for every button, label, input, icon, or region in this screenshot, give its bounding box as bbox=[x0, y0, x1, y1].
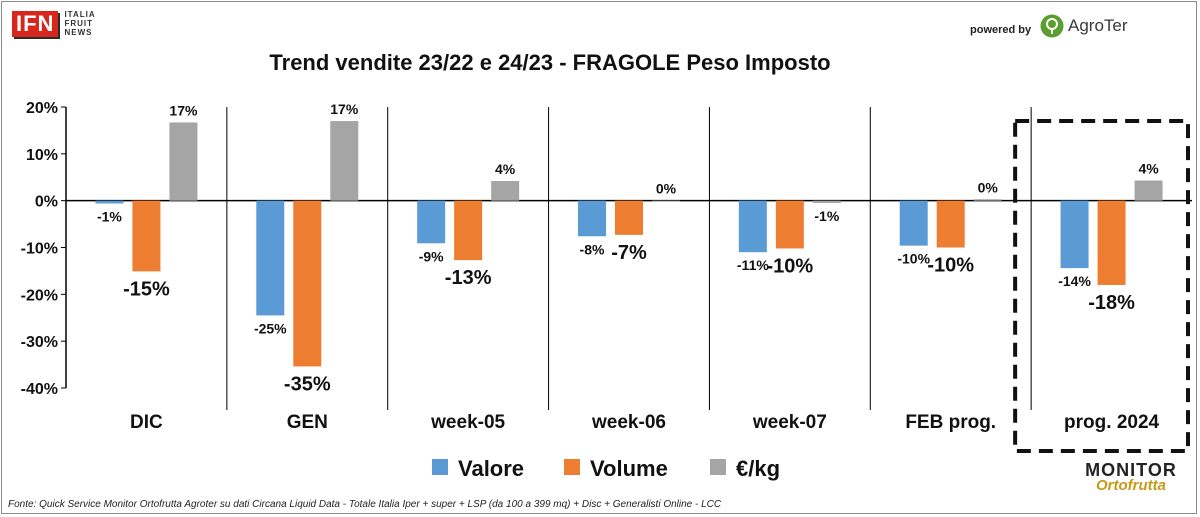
data-label: -10% bbox=[767, 255, 814, 277]
chart-title: Trend vendite 23/22 e 24/23 - FRAGOLE Pe… bbox=[269, 50, 830, 75]
monitor-logo-bottom: Ortofrutta bbox=[1096, 477, 1166, 494]
bar-volume-6 bbox=[1097, 200, 1126, 285]
bar-volume-2 bbox=[454, 200, 483, 261]
data-label: -10% bbox=[897, 251, 930, 267]
legend-label: Volume bbox=[590, 456, 668, 481]
data-label: 0% bbox=[978, 179, 999, 195]
ifn-logo-text: ITALIA FRUIT NEWS bbox=[64, 10, 95, 37]
bar-valore-6 bbox=[1060, 200, 1089, 269]
plot-area: 20% 10% 0% -10% -20% -30% -40% -1% -15% 17% DIC -25… bbox=[21, 100, 1192, 453]
ifn-logo-mark: IFN bbox=[12, 10, 59, 37]
bar-kg-6 bbox=[1134, 180, 1163, 201]
data-label: 17% bbox=[330, 101, 359, 117]
bar-valore-4 bbox=[738, 200, 767, 253]
category-label: prog. 2024 bbox=[1064, 412, 1159, 433]
data-label: 4% bbox=[1138, 161, 1159, 177]
agroter-name: AgroTer bbox=[1068, 16, 1128, 35]
bar-valore-2 bbox=[417, 200, 446, 244]
ifn-logo: IFN ITALIA FRUIT NEWS bbox=[12, 10, 96, 37]
bar-valore-1 bbox=[256, 200, 285, 316]
y-tick-label: 20% bbox=[26, 100, 58, 117]
category-label: week-05 bbox=[430, 412, 505, 433]
category-label: DIC bbox=[130, 412, 163, 433]
powered-by-label: powered by bbox=[970, 24, 1032, 36]
bar-valore-5 bbox=[899, 200, 928, 246]
legend-swatch bbox=[710, 459, 726, 475]
ifn-logo-line: FRUIT bbox=[64, 19, 94, 28]
category-label: week-07 bbox=[752, 412, 827, 433]
data-label: -13% bbox=[445, 267, 492, 289]
category-label: FEB prog. bbox=[905, 412, 996, 433]
data-label: -15% bbox=[123, 278, 170, 300]
bar-volume-3 bbox=[615, 200, 643, 235]
y-tick-label: -20% bbox=[21, 287, 58, 304]
agroter-logo: AgroTer bbox=[1040, 14, 1128, 38]
y-tick-label: -40% bbox=[21, 381, 58, 398]
category-label: week-06 bbox=[591, 412, 666, 433]
bar-kg-3 bbox=[652, 200, 680, 202]
ifn-logo-line: ITALIA bbox=[64, 10, 96, 19]
legend-swatch bbox=[564, 459, 580, 475]
legend-label: €/kg bbox=[736, 456, 780, 481]
data-label: -18% bbox=[1088, 292, 1135, 314]
monitor-logo-top: MONITOR bbox=[1085, 460, 1177, 480]
y-tick-label: -30% bbox=[21, 334, 58, 351]
bar-kg-5 bbox=[973, 199, 1002, 201]
bar-kg-4 bbox=[812, 200, 841, 204]
bar-volume-5 bbox=[936, 200, 965, 248]
data-label: -8% bbox=[580, 241, 605, 257]
y-tick-label: 0% bbox=[35, 194, 58, 211]
source-note: Fonte: Quick Service Monitor Ortofrutta … bbox=[8, 499, 722, 510]
data-label: -1% bbox=[97, 208, 122, 224]
category-label: GEN bbox=[287, 412, 328, 433]
legend-swatch bbox=[432, 459, 448, 475]
monitor-ortofrutta-logo: MONITOR Ortofrutta bbox=[1072, 460, 1190, 494]
legend: Valore Volume €/kg bbox=[432, 456, 780, 481]
data-label: -11% bbox=[737, 257, 769, 273]
tree-icon bbox=[1040, 14, 1064, 38]
data-label: 0% bbox=[656, 181, 677, 197]
ifn-logo-line: NEWS bbox=[64, 28, 93, 37]
bar-volume-4 bbox=[775, 200, 804, 249]
data-label: -1% bbox=[814, 208, 839, 224]
bar-kg-1 bbox=[330, 121, 359, 201]
data-label: -25% bbox=[254, 320, 287, 336]
data-label: 4% bbox=[495, 161, 516, 177]
data-label: -35% bbox=[284, 373, 331, 395]
bar-kg-2 bbox=[491, 180, 520, 201]
data-label: -9% bbox=[419, 248, 444, 264]
highlight-box bbox=[1013, 119, 1191, 453]
bar-valore-0 bbox=[95, 200, 124, 204]
bar-volume-0 bbox=[132, 200, 161, 272]
data-label: -10% bbox=[927, 255, 974, 277]
bar-valore-3 bbox=[578, 200, 606, 237]
bar-volume-1 bbox=[293, 200, 322, 367]
data-label: -14% bbox=[1058, 273, 1091, 289]
y-tick-label: 10% bbox=[26, 147, 58, 164]
legend-label: Valore bbox=[458, 456, 524, 481]
data-label: 17% bbox=[169, 102, 198, 118]
data-label: -7% bbox=[611, 242, 647, 264]
y-tick-label: -10% bbox=[21, 241, 58, 258]
bar-kg-0 bbox=[169, 122, 198, 201]
